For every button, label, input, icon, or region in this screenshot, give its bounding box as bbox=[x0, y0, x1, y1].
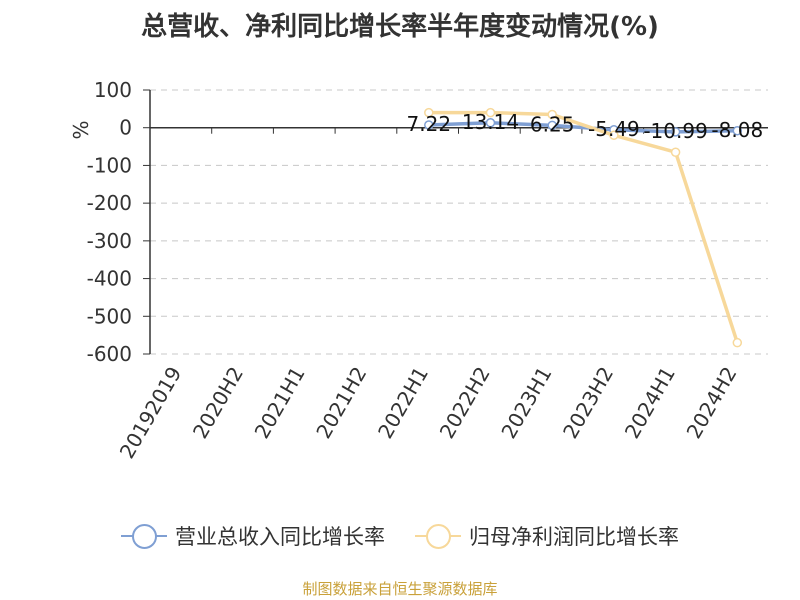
series-line-0 bbox=[428, 121, 738, 134]
legend-label-net-profit: 归母净利润同比增长率 bbox=[469, 525, 679, 549]
x-tick-label-5: 2022H2 bbox=[435, 363, 495, 443]
x-tick-label-0: 20192019 bbox=[115, 363, 187, 463]
data-labels: 7.22 13.14 6.25 -5.49 -10.99 -8.08 bbox=[407, 110, 764, 143]
y-axis-label: % bbox=[69, 120, 93, 139]
legend-swatch-revenue bbox=[121, 522, 167, 550]
y-tick-label-3: -200 bbox=[87, 191, 132, 215]
y-tick-label-5: -400 bbox=[87, 267, 132, 291]
data-label-5: 13.14 bbox=[462, 110, 519, 134]
x-tick-label-7: 2023H2 bbox=[558, 363, 618, 443]
series-0-point-8 bbox=[670, 127, 681, 137]
y-tick-label-0: 100 bbox=[94, 78, 132, 102]
series-line-1 bbox=[428, 110, 739, 344]
series-1-point-6 bbox=[547, 109, 557, 120]
x-tick-label-3: 2021H2 bbox=[311, 363, 371, 443]
y-tick-label-1: 0 bbox=[119, 116, 132, 140]
data-label-6: 6.25 bbox=[530, 112, 575, 136]
legend-dot-net-profit bbox=[426, 524, 451, 549]
data-label-9: -8.08 bbox=[711, 118, 763, 142]
x-tick-label-2: 2021H1 bbox=[250, 363, 310, 443]
series-group bbox=[424, 107, 743, 348]
series-0-point-9 bbox=[732, 126, 743, 136]
source-note: 制图数据来自恒生聚源数据库 bbox=[302, 580, 498, 598]
legend-item-revenue[interactable]: 营业总收入同比增长率 bbox=[121, 521, 385, 551]
legend-swatch-net-profit bbox=[415, 522, 461, 550]
y-tick-label-7: -600 bbox=[87, 342, 132, 366]
legend-label-revenue: 营业总收入同比增长率 bbox=[175, 525, 385, 549]
series-1-point-7 bbox=[609, 130, 619, 141]
chart-title: 总营收、净利同比增长率半年度变动情况(%) bbox=[141, 12, 659, 42]
legend-dot-revenue bbox=[132, 524, 157, 549]
x-tick-label-6: 2023H1 bbox=[496, 363, 556, 443]
series-0-point-5 bbox=[485, 118, 496, 128]
x-tick-label-1: 2020H2 bbox=[188, 363, 248, 443]
y-tick-label-2: -100 bbox=[87, 153, 132, 177]
data-label-7: -5.49 bbox=[588, 117, 640, 141]
y-tick-label-4: -300 bbox=[87, 229, 132, 253]
series-1-point-4 bbox=[424, 107, 434, 118]
x-tick-label-4: 2022H1 bbox=[373, 363, 433, 443]
grid-lines bbox=[150, 89, 768, 355]
series-1-point-8 bbox=[670, 147, 681, 157]
series-0-point-6 bbox=[547, 120, 557, 131]
series-1-point-5 bbox=[485, 107, 496, 118]
series-1-point-9 bbox=[732, 337, 743, 348]
x-tick-label-8: 2024H1 bbox=[620, 363, 680, 443]
x-tick-label-9: 2024H2 bbox=[682, 363, 742, 443]
legend-item-net-profit[interactable]: 归母净利润同比增长率 bbox=[415, 521, 679, 551]
legend: 营业总收入同比增长率 归母净利润同比增长率 bbox=[0, 521, 800, 551]
y-tick-label-6: -500 bbox=[87, 304, 132, 328]
series-0-point-4 bbox=[424, 120, 434, 130]
data-label-8: -10.99 bbox=[643, 119, 707, 143]
data-label-4: 7.22 bbox=[407, 112, 452, 136]
